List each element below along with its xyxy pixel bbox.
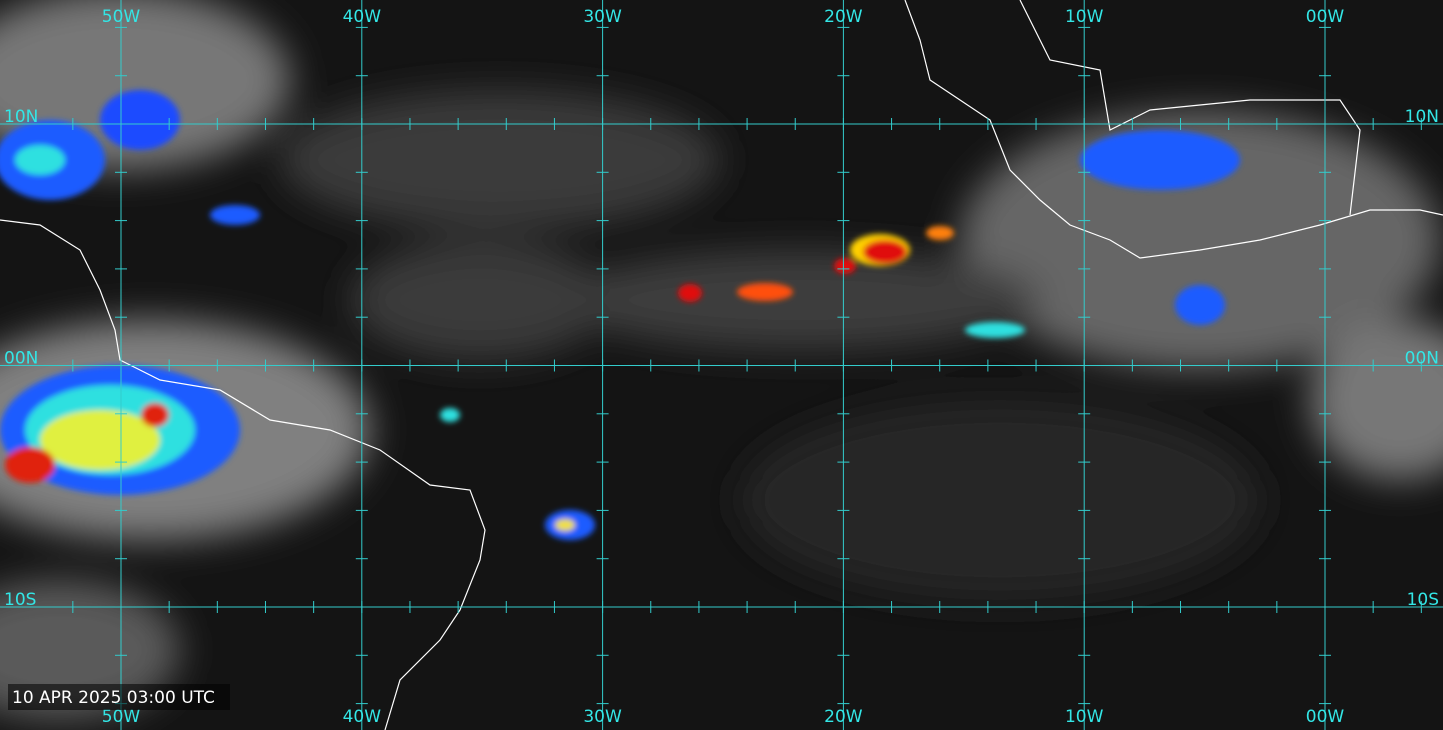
longitude-label-bottom: 50W xyxy=(102,707,141,727)
longitude-label-top: 50W xyxy=(102,7,141,27)
longitude-label-top: 20W xyxy=(824,7,863,27)
longitude-label-top: 30W xyxy=(583,7,622,27)
latitude-label-left: 10S xyxy=(4,590,36,610)
latitude-label-left: 10N xyxy=(4,107,38,127)
latitude-label-left: 00N xyxy=(4,349,38,369)
latitude-label-right: 10N xyxy=(1405,107,1439,127)
longitude-label-bottom: 10W xyxy=(1065,707,1104,727)
timestamp: 10 APR 2025 03:00 UTC xyxy=(12,688,215,708)
longitude-label-top: 40W xyxy=(343,7,382,27)
longitude-label-top: 00W xyxy=(1306,7,1345,27)
longitude-label-bottom: 30W xyxy=(583,707,622,727)
timestamp-box xyxy=(8,684,230,710)
longitude-label-bottom: 40W xyxy=(343,707,382,727)
longitude-label-top: 10W xyxy=(1065,7,1104,27)
latitude-label-right: 10S xyxy=(1407,590,1439,610)
longitude-label-bottom: 00W xyxy=(1306,707,1345,727)
grid-labels: 50W 50W 40W 40W 30W 30W 20W 20W 10W 10W 00W 00W 10N 1… xyxy=(4,7,1439,727)
convection xyxy=(0,90,1240,540)
latitude-label-right: 00N xyxy=(1405,349,1439,369)
longitude-label-bottom: 20W xyxy=(824,707,863,727)
